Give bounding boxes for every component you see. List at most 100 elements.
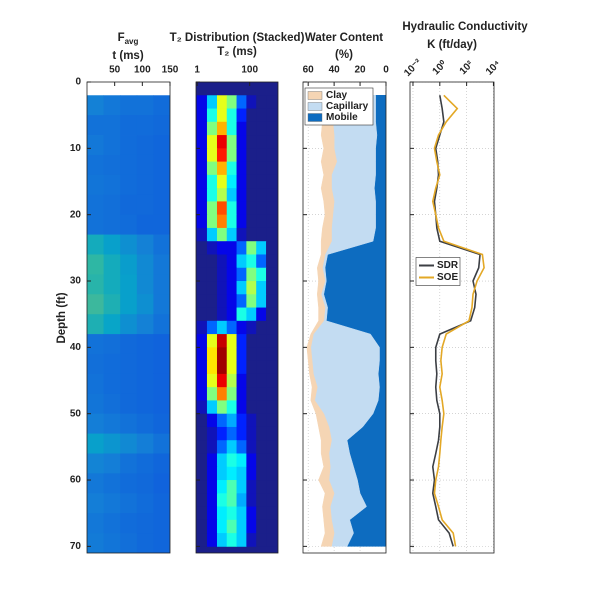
heatmap-cell xyxy=(196,294,208,308)
heatmap-cell xyxy=(246,373,257,388)
heatmap-cell xyxy=(226,294,237,308)
heatmap-cell xyxy=(216,281,228,295)
heatmap-cell xyxy=(226,480,237,494)
title-sub: avg xyxy=(125,37,139,46)
heatmap-cell xyxy=(266,227,277,242)
heatmap-cell xyxy=(206,241,218,255)
heatmap-cell xyxy=(216,267,228,282)
heatmap-cell xyxy=(136,254,154,275)
heatmap-cell xyxy=(87,214,104,235)
x-tick-label: 150 xyxy=(162,65,179,76)
heatmap-cell xyxy=(206,493,218,507)
y-tick-label: 50 xyxy=(70,408,82,419)
heatmap-cell xyxy=(216,241,228,255)
heatmap-cell xyxy=(136,513,154,534)
heatmap-cell xyxy=(226,214,237,229)
heatmap-cell xyxy=(206,294,218,308)
heatmap-cell xyxy=(136,194,154,216)
heatmap-cell xyxy=(120,513,138,534)
heatmap-cell xyxy=(103,334,121,355)
heatmap-cell xyxy=(87,194,104,216)
heatmap-cell xyxy=(206,320,218,335)
heatmap-cell xyxy=(153,154,170,176)
heatmap-cell xyxy=(266,188,277,202)
heatmap-cell xyxy=(256,493,267,507)
heatmap-cell xyxy=(216,426,228,441)
heatmap-cell xyxy=(246,201,257,216)
heatmap-cell xyxy=(153,174,170,196)
heatmap-cell xyxy=(266,519,277,534)
heatmap-cell xyxy=(136,115,154,136)
heatmap-cell xyxy=(216,453,228,468)
x-tick-label: 1 xyxy=(194,65,200,76)
heatmap-cell xyxy=(266,440,277,454)
heatmap-cell xyxy=(120,174,138,196)
heatmap-cell xyxy=(266,506,277,521)
heatmap-cell xyxy=(206,347,218,362)
heatmap-cell xyxy=(153,433,170,454)
heatmap-cell xyxy=(256,254,267,269)
heatmap-cell xyxy=(226,360,237,375)
heatmap-cell xyxy=(196,254,208,269)
heatmap-cell xyxy=(87,513,104,534)
heatmap-cell xyxy=(256,148,267,163)
heatmap-cell xyxy=(256,440,267,454)
heatmap-cell xyxy=(226,188,237,202)
heatmap-cell xyxy=(246,121,257,136)
y-tick-label: 10 xyxy=(70,143,82,154)
heatmap-cell xyxy=(236,466,247,481)
heatmap-cell xyxy=(120,214,138,235)
heatmap-cell xyxy=(226,307,237,322)
heatmap-cell xyxy=(216,108,228,123)
heatmap-cell xyxy=(206,135,218,149)
heatmap-cell xyxy=(120,393,138,415)
heatmap-cell xyxy=(226,493,237,507)
heatmap-cell xyxy=(246,466,257,481)
heatmap-cell xyxy=(153,373,170,395)
heatmap-cell xyxy=(120,254,138,275)
heatmap-cell xyxy=(206,360,218,375)
heatmap-cell xyxy=(266,174,277,189)
heatmap-cell xyxy=(196,506,208,521)
heatmap-cell xyxy=(136,95,154,116)
heatmap-cell xyxy=(196,360,208,375)
heatmap-cell xyxy=(246,174,257,189)
heatmap-cell xyxy=(103,493,121,514)
heatmap-cell xyxy=(153,115,170,136)
x-tick-label: 100 xyxy=(241,65,258,76)
heatmap-cell xyxy=(256,320,267,335)
heatmap-cell xyxy=(216,201,228,216)
heatmap-cell xyxy=(206,121,218,136)
heatmap-cell xyxy=(206,373,218,388)
heatmap-cell xyxy=(87,135,104,156)
heatmap-cell xyxy=(120,194,138,216)
heatmap-cell xyxy=(136,214,154,235)
plot-area xyxy=(303,82,386,553)
heatmap-cell xyxy=(266,413,277,428)
heatmap-cell xyxy=(226,347,237,362)
heatmap-cell xyxy=(246,227,257,242)
heatmap-cell xyxy=(136,473,154,494)
heatmap-cell xyxy=(103,353,121,375)
heatmap-cell xyxy=(246,148,257,163)
heatmap-cell xyxy=(216,294,228,308)
heatmap-cell xyxy=(246,360,257,375)
heatmap-cell xyxy=(236,387,247,401)
heatmap-cell xyxy=(256,294,267,308)
heatmap-cell xyxy=(136,493,154,514)
heatmap-cell xyxy=(120,294,138,315)
heatmap-cell xyxy=(226,440,237,454)
heatmap-cell xyxy=(87,234,104,255)
heatmap-cell xyxy=(196,413,208,428)
heatmap-cell xyxy=(236,307,247,322)
x-tick-label: 20 xyxy=(355,65,367,76)
heatmap-cell xyxy=(246,188,257,202)
heatmap-cell xyxy=(196,533,208,547)
heatmap-cell xyxy=(87,413,104,434)
heatmap-cell xyxy=(236,400,247,415)
heatmap-cell xyxy=(256,241,267,255)
heatmap-cell xyxy=(236,320,247,335)
heatmap-cell xyxy=(256,334,267,348)
heatmap-cell xyxy=(226,413,237,428)
